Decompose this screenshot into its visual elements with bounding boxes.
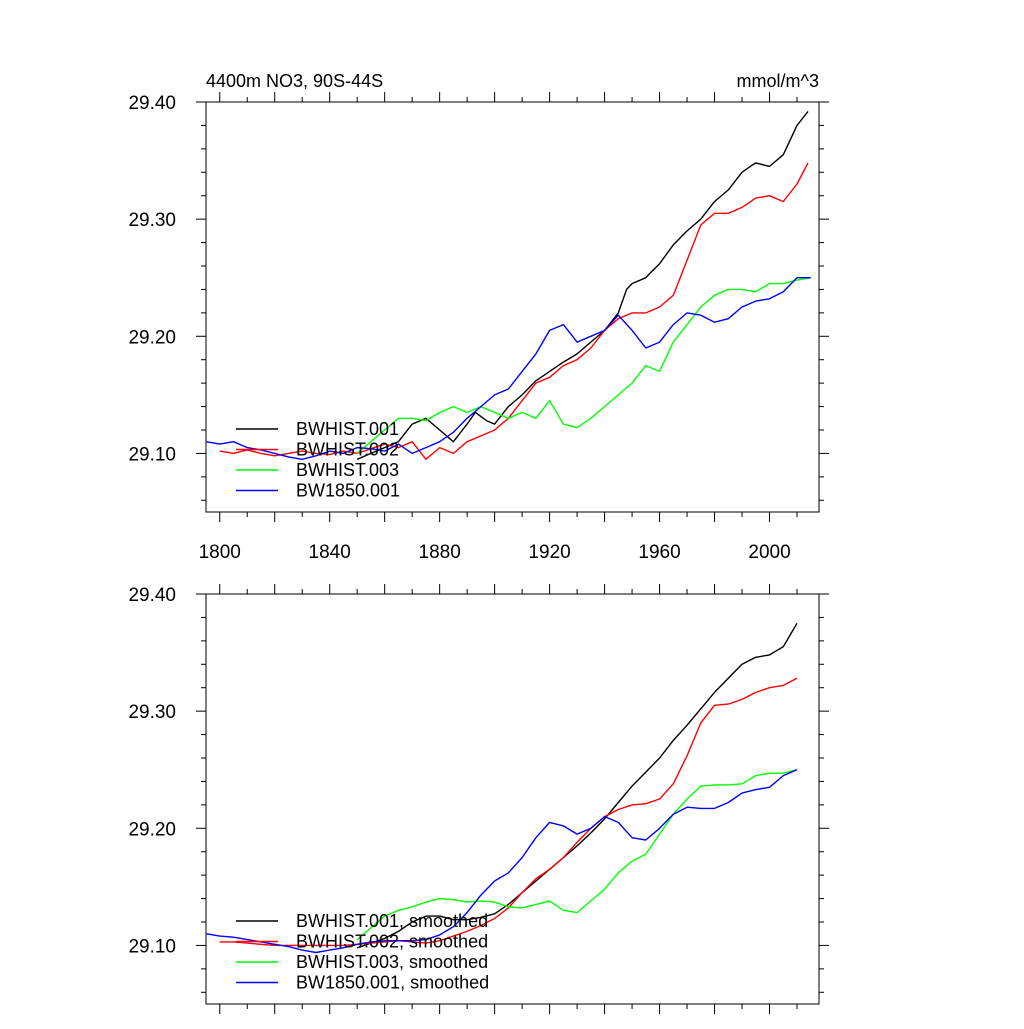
series-line-bw1850-001-smoothed [205,769,798,954]
bottom-plot-frame [205,593,820,1005]
y-tick-label: 29.30 [128,702,176,723]
y-tick-label: 29.40 [128,93,176,114]
y-tick-label: 29.20 [128,819,176,840]
legend-label: BWHIST.003, smoothed [296,952,488,972]
x-tick-label: 1920 [528,542,570,563]
legend-label: BW1850.001, smoothed [296,973,489,993]
legend-label: BWHIST.001, smoothed [296,911,488,931]
x-tick-label: 1840 [309,542,351,563]
legend-label: BW1850.001 [296,481,400,501]
series-line-bwhist-001 [356,110,809,460]
bottom-ticks [196,584,829,1014]
y-tick-label: 29.20 [128,327,176,348]
legend-label: BWHIST.001 [296,419,399,439]
series-line-bwhist-003-smoothed [356,769,798,941]
top-series [205,110,811,460]
bottom-panel: 29.10 29.20 29.30 29.40 BWHIST.001, smoothe… [128,584,829,1014]
top-y-tick-labels: 29.10 29.20 29.30 29.40 [128,93,176,465]
top-x-tick-labels: 1800 1840 1880 1920 1960 2000 [199,542,791,563]
legend-label: BWHIST.002, smoothed [296,932,488,952]
top-panel: 4400m NO3, 90S-44S mmol/m^3 29.1029.2029… [128,71,829,563]
series-line-bwhist-002 [219,162,809,460]
x-tick-label: 2000 [748,542,790,563]
units-label: mmol/m^3 [737,71,819,91]
y-tick-label: 29.30 [128,210,176,231]
legend-label: BWHIST.002 [296,440,399,460]
x-tick-label: 1800 [199,542,241,563]
x-tick-label: 1960 [638,542,680,563]
bottom-series [205,622,798,954]
y-tick-label: 29.10 [128,444,176,465]
series-line-bw1850-001 [205,277,811,460]
series-line-bwhist-002-smoothed [219,677,798,947]
legend-label: BWHIST.003 [296,460,399,480]
series-line-bwhist-003 [356,277,811,454]
series-line-bwhist-001-smoothed [356,622,798,949]
x-tick-label: 1880 [419,542,461,563]
top-plot-frame [205,101,820,513]
bottom-y-tick-labels: 29.10 29.20 29.30 29.40 [128,585,176,957]
y-tick-label: 29.40 [128,585,176,606]
chart-title: 4400m NO3, 90S-44S [206,71,383,91]
top-ticks [196,92,829,522]
y-tick-label: 29.10 [128,936,176,957]
